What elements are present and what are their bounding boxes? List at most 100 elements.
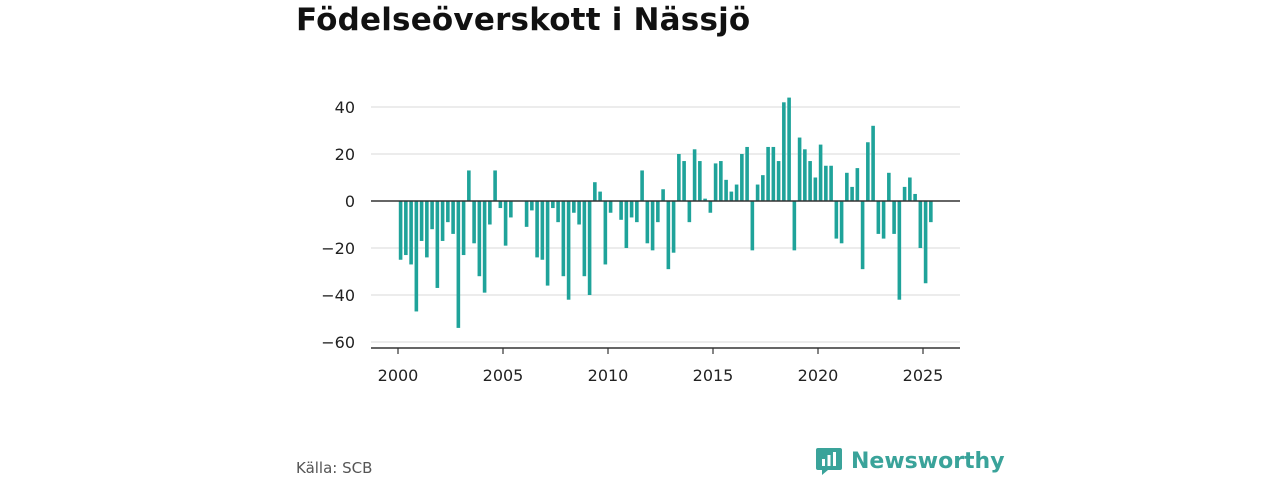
bar — [719, 161, 723, 201]
bar — [435, 201, 440, 288]
bar — [881, 201, 886, 239]
x-tick-label: 2005 — [483, 366, 524, 385]
x-tick-label: 2010 — [588, 366, 629, 385]
bar — [745, 146, 749, 201]
bar — [645, 201, 650, 244]
bar — [766, 146, 770, 201]
y-tick-label: 40 — [335, 98, 355, 117]
bar — [866, 142, 870, 201]
bar — [839, 201, 844, 244]
bar-chart-speech-bubble-icon — [816, 448, 842, 475]
brand-name: Newsworthy — [851, 448, 1005, 474]
bar — [509, 201, 513, 218]
bar — [414, 201, 419, 312]
bar — [666, 201, 671, 270]
bar — [724, 179, 728, 201]
bar — [797, 137, 802, 201]
bar — [598, 191, 602, 201]
bar — [902, 186, 907, 201]
chart-title: Födelseöverskott i Nässjö — [296, 2, 751, 38]
bar — [656, 201, 660, 223]
bar — [776, 161, 781, 201]
bar — [703, 198, 707, 201]
bar — [535, 201, 539, 258]
bar — [834, 201, 839, 239]
bar — [677, 154, 681, 201]
bar — [488, 201, 492, 225]
bar — [603, 201, 608, 265]
bar — [892, 201, 896, 234]
bar — [540, 201, 545, 260]
bar — [430, 201, 434, 230]
bar — [582, 201, 587, 277]
bar — [761, 175, 765, 201]
bar — [908, 177, 912, 201]
bar — [850, 186, 854, 201]
bar — [713, 163, 718, 201]
bar — [446, 201, 450, 223]
bar — [461, 201, 466, 256]
bar — [808, 161, 812, 201]
bar — [419, 201, 424, 241]
bar — [687, 201, 692, 223]
bar — [818, 144, 823, 201]
y-tick-label: 20 — [335, 145, 355, 164]
bar — [750, 201, 755, 251]
bar — [629, 201, 634, 218]
bar — [698, 161, 702, 201]
bar — [782, 102, 786, 201]
bar — [845, 172, 849, 201]
bar — [477, 201, 482, 277]
bar — [829, 165, 833, 201]
bar — [587, 201, 592, 295]
bar — [929, 201, 933, 223]
bar — [692, 149, 697, 201]
x-tick-label: 2025 — [903, 366, 944, 385]
bar — [740, 154, 744, 201]
x-tick-label: 2020 — [798, 366, 839, 385]
bar — [467, 170, 471, 201]
bar — [482, 201, 487, 293]
bar — [503, 201, 508, 246]
x-tick-label: 2015 — [693, 366, 734, 385]
bar — [551, 201, 555, 209]
bar — [577, 201, 581, 225]
bar — [792, 201, 797, 251]
y-tick-label: −60 — [321, 333, 355, 352]
bar — [566, 201, 571, 300]
y-tick-label: −20 — [321, 239, 355, 258]
bar — [803, 149, 807, 201]
bar — [635, 201, 639, 223]
bar — [545, 201, 550, 286]
bar — [493, 170, 497, 201]
source-note: Källa: SCB — [296, 459, 373, 477]
x-tick-label: 2000 — [378, 366, 419, 385]
bar — [608, 201, 613, 213]
bar — [619, 201, 623, 220]
bar — [734, 184, 739, 201]
bar — [425, 201, 429, 258]
brand-logo: Newsworthy — [815, 446, 1005, 476]
bar — [472, 201, 476, 244]
bar — [572, 201, 576, 213]
bar — [661, 189, 665, 201]
bar — [671, 201, 676, 253]
bar — [729, 191, 734, 201]
bar — [887, 172, 891, 201]
bar — [855, 168, 860, 201]
bar — [398, 201, 403, 260]
bar — [918, 201, 923, 248]
bar — [530, 201, 534, 211]
bar — [498, 201, 503, 209]
bar — [593, 182, 597, 201]
bar — [650, 201, 655, 251]
bar — [708, 201, 713, 213]
bar — [813, 177, 818, 201]
bar — [524, 201, 529, 227]
bar — [755, 184, 760, 201]
y-tick-label: 0 — [345, 192, 355, 211]
bar — [824, 165, 828, 201]
bar — [860, 201, 865, 270]
bar — [771, 146, 776, 201]
